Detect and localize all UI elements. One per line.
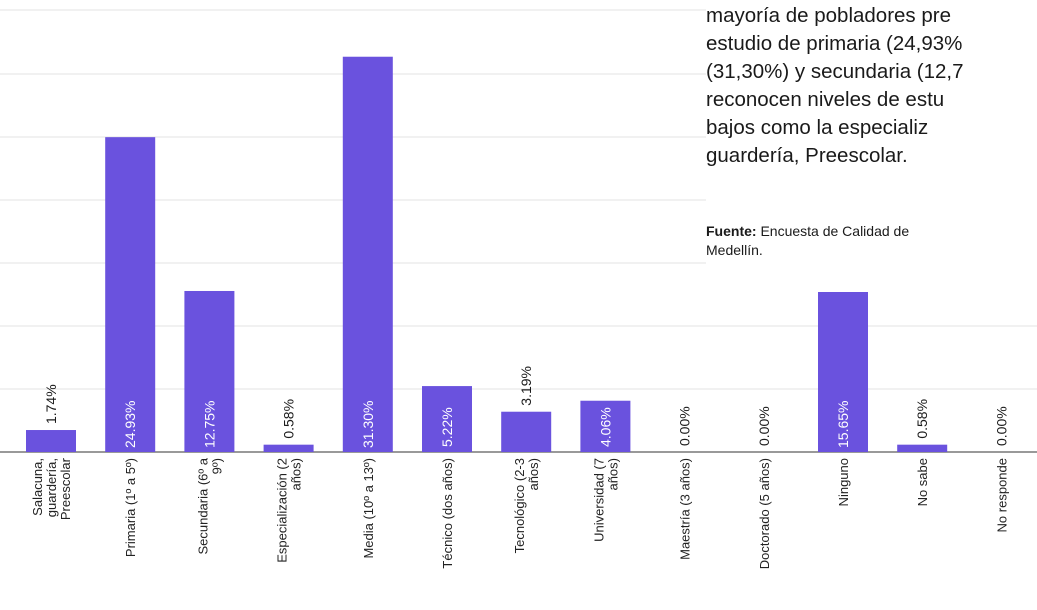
value-label: 24.93% <box>122 401 138 448</box>
category-label: años) <box>526 458 541 491</box>
bar <box>263 444 314 452</box>
overlay-text-block: mayoría de pobladores pre estudio de pri… <box>706 2 1037 292</box>
category-label: guardería, <box>44 458 59 517</box>
overlay-paragraph: mayoría de pobladores pre estudio de pri… <box>706 2 1037 170</box>
bar <box>422 386 472 452</box>
chart-category-labels: Salacuna, guardería, Preescolar Primaria (1… <box>30 457 1009 569</box>
overlay-line: bajos como la especializ <box>706 116 929 139</box>
category-label: Doctorado (5 años) <box>757 458 772 569</box>
category-label: Maestría (3 años) <box>678 458 693 560</box>
value-label: 4.06% <box>597 407 613 447</box>
value-label: 1.74% <box>43 384 59 424</box>
category-label: Ninguno <box>836 458 851 506</box>
bar <box>501 411 552 452</box>
source-note: Fuente: Encuesta de Calidad de Medellín. <box>706 222 909 260</box>
value-label: 31.30% <box>360 401 376 448</box>
value-label: 15.65% <box>835 401 851 448</box>
overlay-line: estudio de primaria (24,93% <box>706 32 963 55</box>
category-label: Tecnológico (2-3 <box>512 458 527 553</box>
category-label: años) <box>289 458 304 491</box>
value-label: 0.58% <box>914 399 930 439</box>
bar <box>342 56 393 453</box>
source-label: Fuente: <box>706 223 757 239</box>
category-label: Secundaria (6º a <box>195 457 210 554</box>
category-label: No responde <box>994 458 1009 532</box>
category-label: Preescolar <box>58 457 73 520</box>
bar <box>26 430 76 452</box>
category-label: No sabe <box>915 458 930 506</box>
overlay-line: reconocen niveles de estu <box>706 88 945 111</box>
chart-value-labels: 1.74% 24.93% 12.75% 0.58% 31.30% 5.22% 3.19% 4.… <box>43 366 1009 448</box>
value-label: 3.19% <box>518 366 534 406</box>
value-label: 0.00% <box>677 406 693 446</box>
chart-bars <box>26 56 948 453</box>
category-label: Salacuna, <box>30 458 45 516</box>
category-label: 9º) <box>209 458 224 474</box>
category-label: Especialización (2 <box>275 458 290 563</box>
value-label: 0.00% <box>756 406 772 446</box>
bar <box>897 444 948 452</box>
value-label: 5.22% <box>439 407 455 447</box>
category-label: Universidad (7 <box>591 458 606 542</box>
category-label: Técnico (dos años) <box>440 458 455 569</box>
bar <box>580 400 631 452</box>
category-label: años) <box>605 458 620 491</box>
chart-grid <box>0 9 1037 453</box>
value-label: 0.00% <box>993 406 1009 446</box>
overlay-line: mayoría de pobladores pre <box>706 4 952 27</box>
bar <box>184 290 235 452</box>
overlay-line: guardería, Preescolar. <box>706 144 908 167</box>
source-text-2: Medellín. <box>706 242 763 258</box>
category-label: Media (10º a 13º) <box>361 458 376 559</box>
value-label: 0.58% <box>281 399 297 439</box>
overlay-line: (31,30%) y secundaria (12,7 <box>706 60 964 83</box>
value-label: 12.75% <box>201 401 217 448</box>
bar <box>105 137 156 452</box>
source-text: Encuesta de Calidad de <box>756 223 910 239</box>
category-label: Primaria (1º a 5º) <box>123 458 138 557</box>
